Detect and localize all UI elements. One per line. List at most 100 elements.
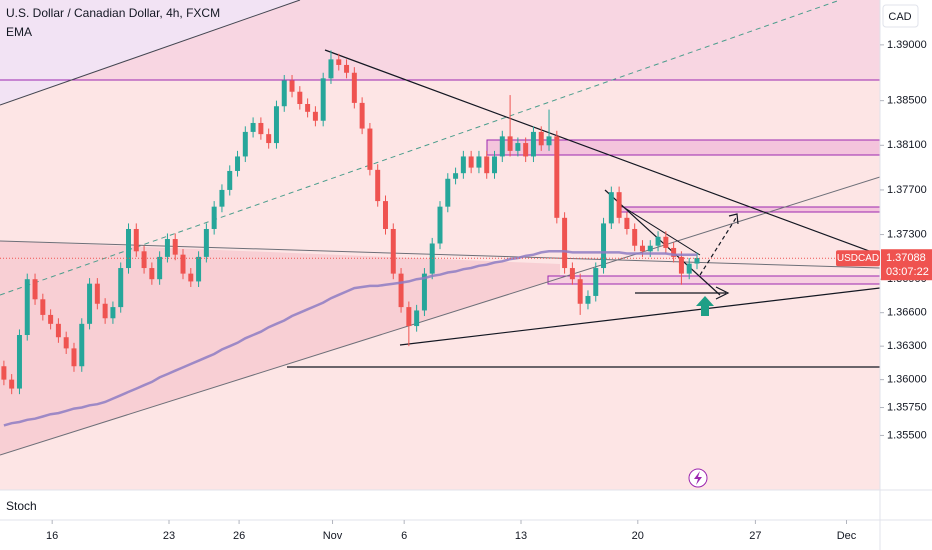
candle-body — [507, 136, 513, 151]
candle-body — [390, 228, 396, 274]
candle-body — [585, 295, 591, 304]
y-tick-label: 1.36600 — [887, 307, 927, 319]
y-tick-label: 1.36000 — [887, 374, 927, 386]
trend-line — [324, 49, 880, 256]
candle-body — [678, 256, 684, 274]
candle-body — [492, 156, 498, 174]
candle-body — [9, 379, 15, 389]
trend-line — [0, 240, 880, 269]
candle-body — [320, 78, 326, 121]
projection-arrow — [699, 217, 737, 276]
candle-body — [671, 247, 677, 257]
x-tick-label: 13 — [515, 530, 527, 542]
last-price-label: 1.37088 — [886, 252, 926, 264]
candle-body — [16, 334, 22, 389]
candle-body — [484, 156, 490, 174]
pane-label: Stoch — [6, 499, 37, 513]
candle-body — [297, 91, 303, 105]
y-tick-label: 1.38500 — [887, 95, 927, 107]
candle-body — [460, 156, 466, 174]
pattern-line — [619, 204, 701, 256]
candle-body — [421, 273, 427, 311]
candle-body — [351, 72, 357, 103]
candle-body — [48, 314, 54, 324]
candle-body — [336, 59, 342, 65]
candle-body — [554, 136, 560, 218]
y-tick-label: 1.35500 — [887, 429, 927, 441]
x-tick-label: 6 — [401, 530, 407, 542]
candle-body — [694, 258, 700, 264]
candle-body — [94, 283, 100, 304]
candle-body — [211, 206, 217, 229]
candle-body — [398, 273, 404, 308]
candle-body — [118, 268, 124, 308]
channel-zone — [0, 241, 560, 455]
candle-body — [40, 299, 46, 315]
candle-body — [71, 348, 77, 367]
candle-body — [328, 59, 334, 79]
candle-body — [406, 307, 412, 327]
candle-body — [367, 128, 373, 170]
candle-body — [126, 228, 131, 269]
candle-body — [79, 323, 85, 367]
candle-body — [219, 189, 225, 207]
y-tick-label: 1.36300 — [887, 340, 927, 352]
symbol-badge — [836, 250, 880, 267]
candles — [1, 50, 700, 427]
candle-body — [453, 173, 459, 179]
candle-body — [258, 122, 264, 135]
candle-body — [180, 254, 186, 274]
candle-body — [141, 251, 147, 269]
candle-body — [375, 169, 381, 202]
supply-zone — [486, 139, 880, 156]
candle-body — [102, 303, 108, 319]
candle-body — [468, 156, 474, 168]
candle-body — [437, 206, 443, 244]
candle-body — [344, 64, 350, 73]
candle-body — [305, 104, 311, 112]
candle-body — [686, 263, 692, 274]
candle-body — [647, 245, 653, 252]
candle-body — [569, 268, 575, 280]
candle-body — [382, 201, 388, 229]
candle-body — [601, 223, 607, 269]
candle-body — [55, 323, 61, 338]
candle-body — [624, 217, 630, 229]
candle-body — [608, 192, 614, 224]
candle-body — [632, 228, 638, 246]
x-tick-label: Nov — [323, 530, 343, 542]
stoch-pane — [0, 490, 880, 520]
candle-body — [164, 239, 170, 257]
channel-line — [0, 0, 301, 106]
candle-body — [289, 80, 295, 92]
candle-body — [1, 366, 7, 380]
drawings-background — [0, 0, 880, 490]
y-tick-label: 1.38100 — [887, 139, 927, 151]
y-tick-label: 1.37300 — [887, 228, 927, 240]
candle-body — [616, 192, 622, 218]
candle-body — [593, 268, 599, 296]
annotations — [635, 213, 739, 488]
candle-body — [250, 122, 256, 132]
currency-button[interactable] — [882, 4, 919, 28]
candle-body — [149, 268, 155, 280]
trend-line — [399, 287, 880, 346]
candle-body — [476, 156, 482, 168]
candle-body — [562, 217, 568, 269]
x-tick-label: 20 — [632, 530, 644, 542]
candle-body — [266, 134, 272, 144]
candle-body — [235, 156, 241, 171]
supply-zone — [617, 206, 880, 213]
currency: CAD — [888, 11, 911, 23]
candle-body — [530, 131, 536, 157]
x-tick-label: 27 — [749, 530, 761, 542]
candle-body — [242, 131, 248, 157]
ema-line — [3, 250, 697, 427]
event-icon-glyph — [694, 471, 702, 485]
up-arrow — [696, 296, 714, 316]
demand-zone — [547, 275, 880, 285]
channel-line — [0, 176, 880, 456]
candle-body — [281, 80, 287, 107]
y-tick-label: 1.37700 — [887, 184, 927, 196]
candle-body — [24, 279, 30, 335]
